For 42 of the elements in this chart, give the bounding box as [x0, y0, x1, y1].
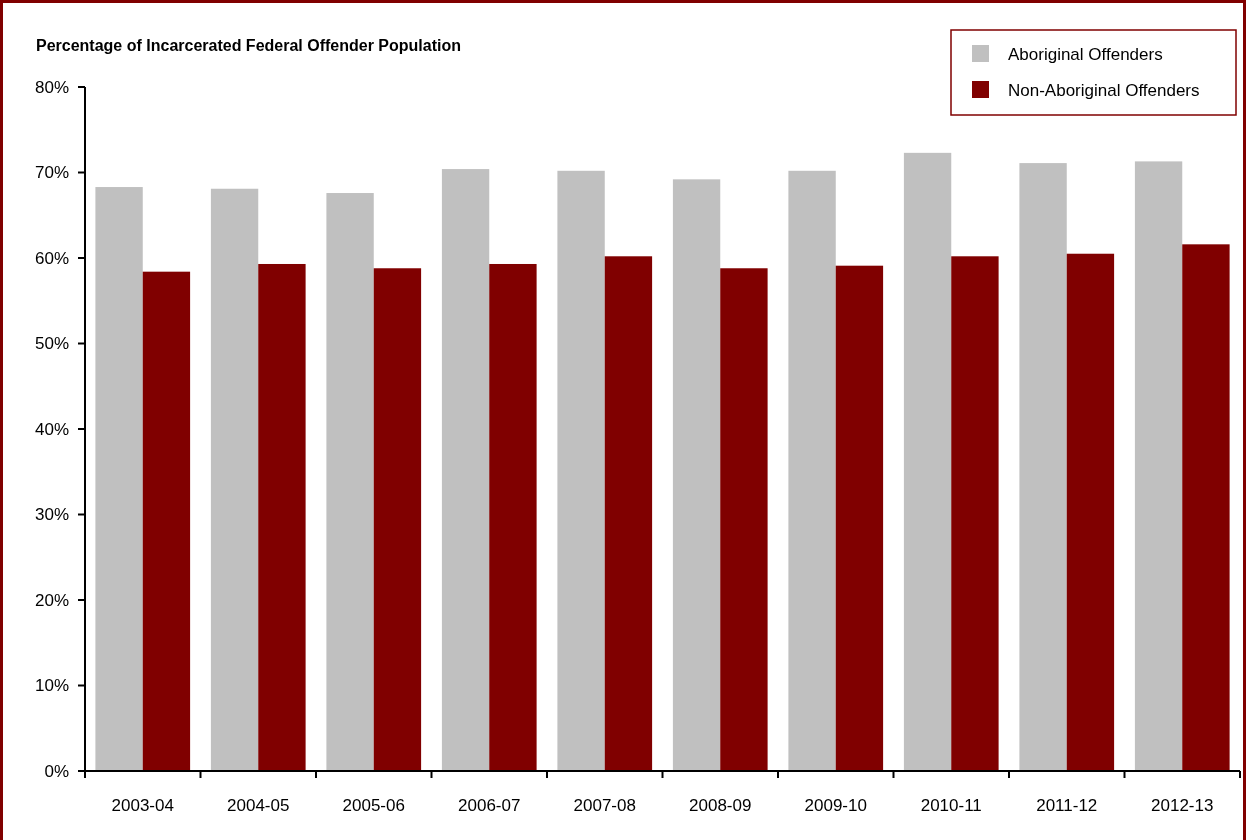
- bar: [835, 265, 884, 771]
- y-tick-label: 80%: [34, 77, 69, 97]
- y-tick-label: 50%: [34, 334, 69, 354]
- bar: [326, 193, 374, 771]
- bar: [373, 268, 422, 771]
- bar: [142, 271, 191, 771]
- x-tick-label: 2005-06: [342, 796, 405, 815]
- x-tick-label: 2006-07: [458, 796, 521, 815]
- y-axis-title: Percentage of Incarcerated Federal Offender Population: [36, 37, 461, 54]
- bar: [258, 263, 306, 771]
- bar: [604, 256, 653, 771]
- x-tick-label: 2009-10: [804, 796, 867, 815]
- x-tick-label: 2003-04: [111, 796, 174, 815]
- x-tick-label: 2007-08: [573, 796, 636, 815]
- y-tick-label: 10%: [34, 676, 69, 696]
- y-tick-label: 60%: [34, 248, 69, 268]
- y-tick-label: 0%: [44, 761, 69, 781]
- x-tick-label: 2011-12: [1036, 796, 1098, 815]
- bar: [1019, 163, 1067, 771]
- bar: [672, 179, 721, 771]
- x-tick-label: 2010-11: [920, 796, 982, 815]
- y-tick-label: 30%: [34, 505, 69, 525]
- bar: [903, 152, 952, 771]
- bar: [720, 268, 768, 771]
- bar: [1066, 253, 1115, 771]
- bar: [1134, 161, 1183, 771]
- bar: [788, 170, 836, 771]
- x-tick-label: 2008-09: [689, 796, 752, 815]
- y-tick-label: 20%: [34, 590, 69, 610]
- bar: [557, 170, 605, 771]
- y-tick-label: 70%: [34, 163, 69, 183]
- y-tick-label: 40%: [34, 419, 69, 439]
- bar: [210, 188, 259, 771]
- bar: [489, 263, 537, 771]
- bar: [951, 256, 999, 771]
- x-tick-label: 2004-05: [227, 796, 290, 815]
- bar: [95, 187, 143, 771]
- legend-label: Non-Aboriginal Offenders: [1008, 80, 1200, 100]
- x-tick-label: 2012-13: [1151, 796, 1214, 815]
- bar: [1182, 244, 1230, 771]
- legend-label: Aboriginal Offenders: [1008, 44, 1163, 64]
- bar: [441, 169, 490, 771]
